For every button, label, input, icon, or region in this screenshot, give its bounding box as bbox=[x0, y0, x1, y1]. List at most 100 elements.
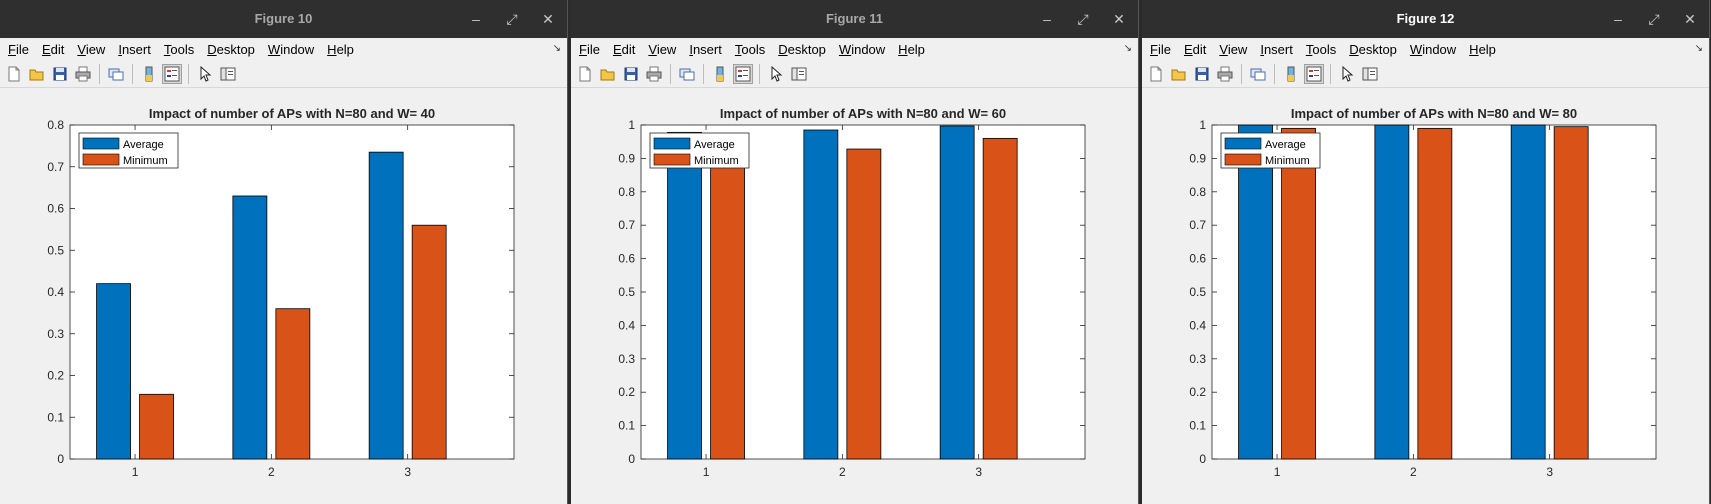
menu-help[interactable]: Help bbox=[327, 42, 354, 57]
menu-insert[interactable]: Insert bbox=[118, 42, 151, 57]
window-titlebar[interactable]: Figure 10 – ⤢ ✕ bbox=[0, 0, 567, 38]
colorbar-icon[interactable] bbox=[710, 64, 730, 84]
print-icon[interactable] bbox=[1215, 64, 1235, 84]
menu-edit[interactable]: Edit bbox=[612, 42, 636, 57]
legend-icon[interactable] bbox=[162, 64, 182, 84]
property-editor-icon[interactable] bbox=[789, 64, 809, 84]
open-file-icon[interactable] bbox=[27, 64, 47, 84]
link-plot-icon[interactable] bbox=[106, 64, 126, 84]
dock-arrow-icon[interactable]: ↘ bbox=[1123, 43, 1132, 54]
legend-icon[interactable] bbox=[733, 64, 753, 84]
close-icon[interactable]: ✕ bbox=[542, 11, 554, 27]
menu-desktop[interactable]: Desktop bbox=[1349, 42, 1397, 57]
close-icon[interactable]: ✕ bbox=[1113, 11, 1125, 27]
menu-tools[interactable]: Tools bbox=[1305, 42, 1337, 57]
menu-help[interactable]: Help bbox=[1469, 42, 1496, 57]
bar-minimum-2[interactable] bbox=[846, 148, 882, 460]
y-tick-label: 0.7 bbox=[1189, 218, 1206, 232]
open-file-icon[interactable] bbox=[1169, 64, 1189, 84]
menu-insert[interactable]: Insert bbox=[1260, 42, 1293, 57]
y-tick-label: 0.4 bbox=[1189, 318, 1206, 332]
bar-minimum-2[interactable] bbox=[1417, 127, 1453, 460]
bar-minimum-3[interactable] bbox=[982, 137, 1018, 460]
bar-average-2[interactable] bbox=[1374, 124, 1410, 460]
bar-minimum-3[interactable] bbox=[1553, 126, 1589, 460]
link-plot-icon[interactable] bbox=[677, 64, 697, 84]
new-figure-icon[interactable] bbox=[575, 64, 595, 84]
toolbar-separator bbox=[188, 64, 189, 84]
menu-edit[interactable]: Edit bbox=[41, 42, 65, 57]
menu-insert[interactable]: Insert bbox=[689, 42, 722, 57]
bar-minimum-1[interactable] bbox=[139, 393, 174, 460]
print-icon[interactable] bbox=[644, 64, 664, 84]
dock-arrow-icon[interactable]: ↘ bbox=[1694, 43, 1703, 54]
new-figure-icon[interactable] bbox=[1146, 64, 1166, 84]
menu-file[interactable]: File bbox=[8, 42, 29, 57]
save-icon[interactable] bbox=[50, 64, 70, 84]
menu-view[interactable]: View bbox=[1219, 42, 1248, 57]
property-editor-icon[interactable] bbox=[218, 64, 238, 84]
legend[interactable]: Average Minimum bbox=[78, 132, 179, 169]
open-file-icon[interactable] bbox=[598, 64, 618, 84]
legend[interactable]: Average Minimum bbox=[649, 132, 750, 169]
menu-mnemonic: T bbox=[1305, 42, 1313, 57]
pointer-icon[interactable] bbox=[195, 64, 215, 84]
pointer-icon[interactable] bbox=[766, 64, 786, 84]
bar-average-3[interactable] bbox=[1510, 124, 1546, 460]
bar-average-1[interactable] bbox=[1238, 124, 1273, 460]
menu-desktop[interactable]: Desktop bbox=[207, 42, 255, 57]
restore-icon[interactable]: ⤢ bbox=[1648, 11, 1660, 27]
restore-icon[interactable]: ⤢ bbox=[1077, 11, 1089, 27]
colorbar-icon[interactable] bbox=[1281, 64, 1301, 84]
bar-chart: Impact of number of APs with N=80 and W=… bbox=[47, 106, 515, 479]
menu-window[interactable]: Window bbox=[838, 42, 886, 57]
pointer-icon[interactable] bbox=[1337, 64, 1357, 84]
window-titlebar[interactable]: Figure 12 – ⤢ ✕ bbox=[1142, 0, 1709, 38]
bar-minimum-1[interactable] bbox=[710, 161, 745, 460]
bar-average-1[interactable] bbox=[667, 131, 702, 460]
minimize-icon[interactable]: – bbox=[472, 11, 480, 27]
new-figure-icon[interactable] bbox=[4, 64, 24, 84]
menu-file[interactable]: File bbox=[1150, 42, 1171, 57]
menu-view[interactable]: View bbox=[648, 42, 677, 57]
restore-icon[interactable]: ⤢ bbox=[506, 11, 518, 27]
menu-edit[interactable]: Edit bbox=[1183, 42, 1207, 57]
bar-minimum-1[interactable] bbox=[1281, 127, 1316, 460]
close-icon[interactable]: ✕ bbox=[1684, 11, 1696, 27]
legend-label: Average bbox=[123, 139, 164, 151]
menu-window[interactable]: Window bbox=[267, 42, 315, 57]
minimize-icon[interactable]: – bbox=[1043, 11, 1051, 27]
y-tick-label: 0.3 bbox=[47, 327, 64, 341]
dock-arrow-icon[interactable]: ↘ bbox=[552, 43, 561, 54]
bar-average-2[interactable] bbox=[803, 129, 839, 460]
menu-help[interactable]: Help bbox=[898, 42, 925, 57]
menu-window[interactable]: Window bbox=[1409, 42, 1457, 57]
legend-label: Average bbox=[694, 139, 735, 151]
bar-average-2[interactable] bbox=[232, 195, 268, 460]
y-tick-label: 0.3 bbox=[618, 352, 635, 366]
minimize-icon[interactable]: – bbox=[1614, 11, 1622, 27]
y-tick-label: 1 bbox=[628, 118, 635, 132]
menu-tools[interactable]: Tools bbox=[163, 42, 195, 57]
colorbar-icon[interactable] bbox=[139, 64, 159, 84]
menu-file[interactable]: File bbox=[579, 42, 600, 57]
x-tick-label: 2 bbox=[1410, 465, 1417, 479]
legend-icon[interactable] bbox=[1304, 64, 1324, 84]
bar-minimum-3[interactable] bbox=[411, 224, 447, 460]
print-icon[interactable] bbox=[73, 64, 93, 84]
bar-average-3[interactable] bbox=[939, 125, 975, 460]
save-icon[interactable] bbox=[1192, 64, 1212, 84]
bar-average-3[interactable] bbox=[368, 151, 404, 460]
link-plot-icon[interactable] bbox=[1248, 64, 1268, 84]
y-tick-label: 0 bbox=[1199, 452, 1206, 466]
property-editor-icon[interactable] bbox=[1360, 64, 1380, 84]
menu-view[interactable]: View bbox=[77, 42, 106, 57]
legend[interactable]: Average Minimum bbox=[1220, 132, 1321, 169]
bar-minimum-2[interactable] bbox=[275, 308, 311, 460]
menu-tools[interactable]: Tools bbox=[734, 42, 766, 57]
save-icon[interactable] bbox=[621, 64, 641, 84]
x-tick-label: 1 bbox=[1274, 465, 1281, 479]
window-titlebar[interactable]: Figure 11 – ⤢ ✕ bbox=[571, 0, 1138, 38]
menu-desktop[interactable]: Desktop bbox=[778, 42, 826, 57]
bar-average-1[interactable] bbox=[96, 283, 131, 460]
